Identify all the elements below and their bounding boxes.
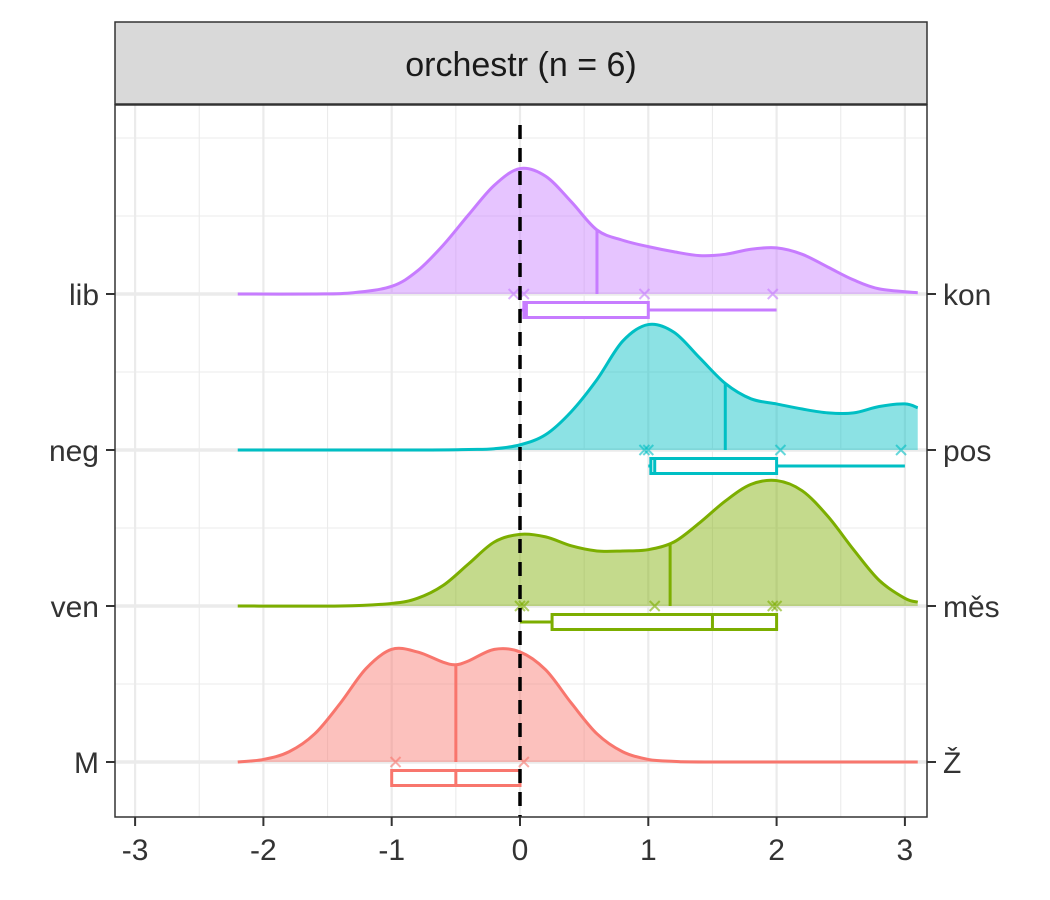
data-point <box>767 600 779 612</box>
x-tick-label: 0 <box>512 834 529 867</box>
data-point <box>642 444 655 456</box>
ridge-ven-měs <box>237 478 919 631</box>
density-fill <box>237 324 918 451</box>
ridges <box>237 166 919 787</box>
density-outline <box>237 322 919 452</box>
data-point <box>638 444 651 456</box>
data-point <box>895 444 907 456</box>
data-point <box>507 288 520 300</box>
y-tick-label-left: lib <box>69 279 99 312</box>
box <box>550 613 779 631</box>
facet-title: orchestr (n = 6) <box>405 46 636 84</box>
density-fill <box>237 168 918 295</box>
x-tick-label: -3 <box>122 834 149 867</box>
x-tick-label: 1 <box>640 834 657 867</box>
density-outline <box>237 166 918 296</box>
data-point <box>649 600 661 612</box>
data-point <box>638 288 651 300</box>
density-outline <box>237 478 919 608</box>
ridge-M-Ž <box>237 646 918 787</box>
density-outline <box>237 646 918 764</box>
x-tick-label: 3 <box>897 834 914 867</box>
data-point <box>389 756 402 768</box>
y-tick-label-left: neg <box>49 435 99 468</box>
ridge-neg-pos <box>237 322 919 475</box>
y-tick-label-right: pos <box>943 435 991 468</box>
y-tick-label-right: kon <box>943 279 991 312</box>
y-tick-label-right: Ž <box>943 747 961 780</box>
x-tick-label: -2 <box>250 834 277 867</box>
axes: -3 -2 -1 0 1 2 3 lib kon neg pos ven měs M Ž <box>49 279 1000 867</box>
density-fill <box>237 648 918 763</box>
plot-panel <box>114 104 928 818</box>
y-tick-label-left: ven <box>51 591 99 624</box>
data-point <box>767 288 779 300</box>
y-tick-label-left: M <box>74 747 99 780</box>
data-point <box>774 444 787 456</box>
x-tick-label: 2 <box>768 834 785 867</box>
data-point <box>514 600 526 612</box>
density-fill <box>237 480 918 607</box>
ridge-lib-kon <box>237 166 918 319</box>
facet-strip <box>114 21 928 105</box>
data-point <box>770 600 783 612</box>
y-tick-label-right: měs <box>943 591 1000 624</box>
x-tick-label: -1 <box>378 834 405 867</box>
box <box>522 301 650 319</box>
box <box>649 457 779 475</box>
